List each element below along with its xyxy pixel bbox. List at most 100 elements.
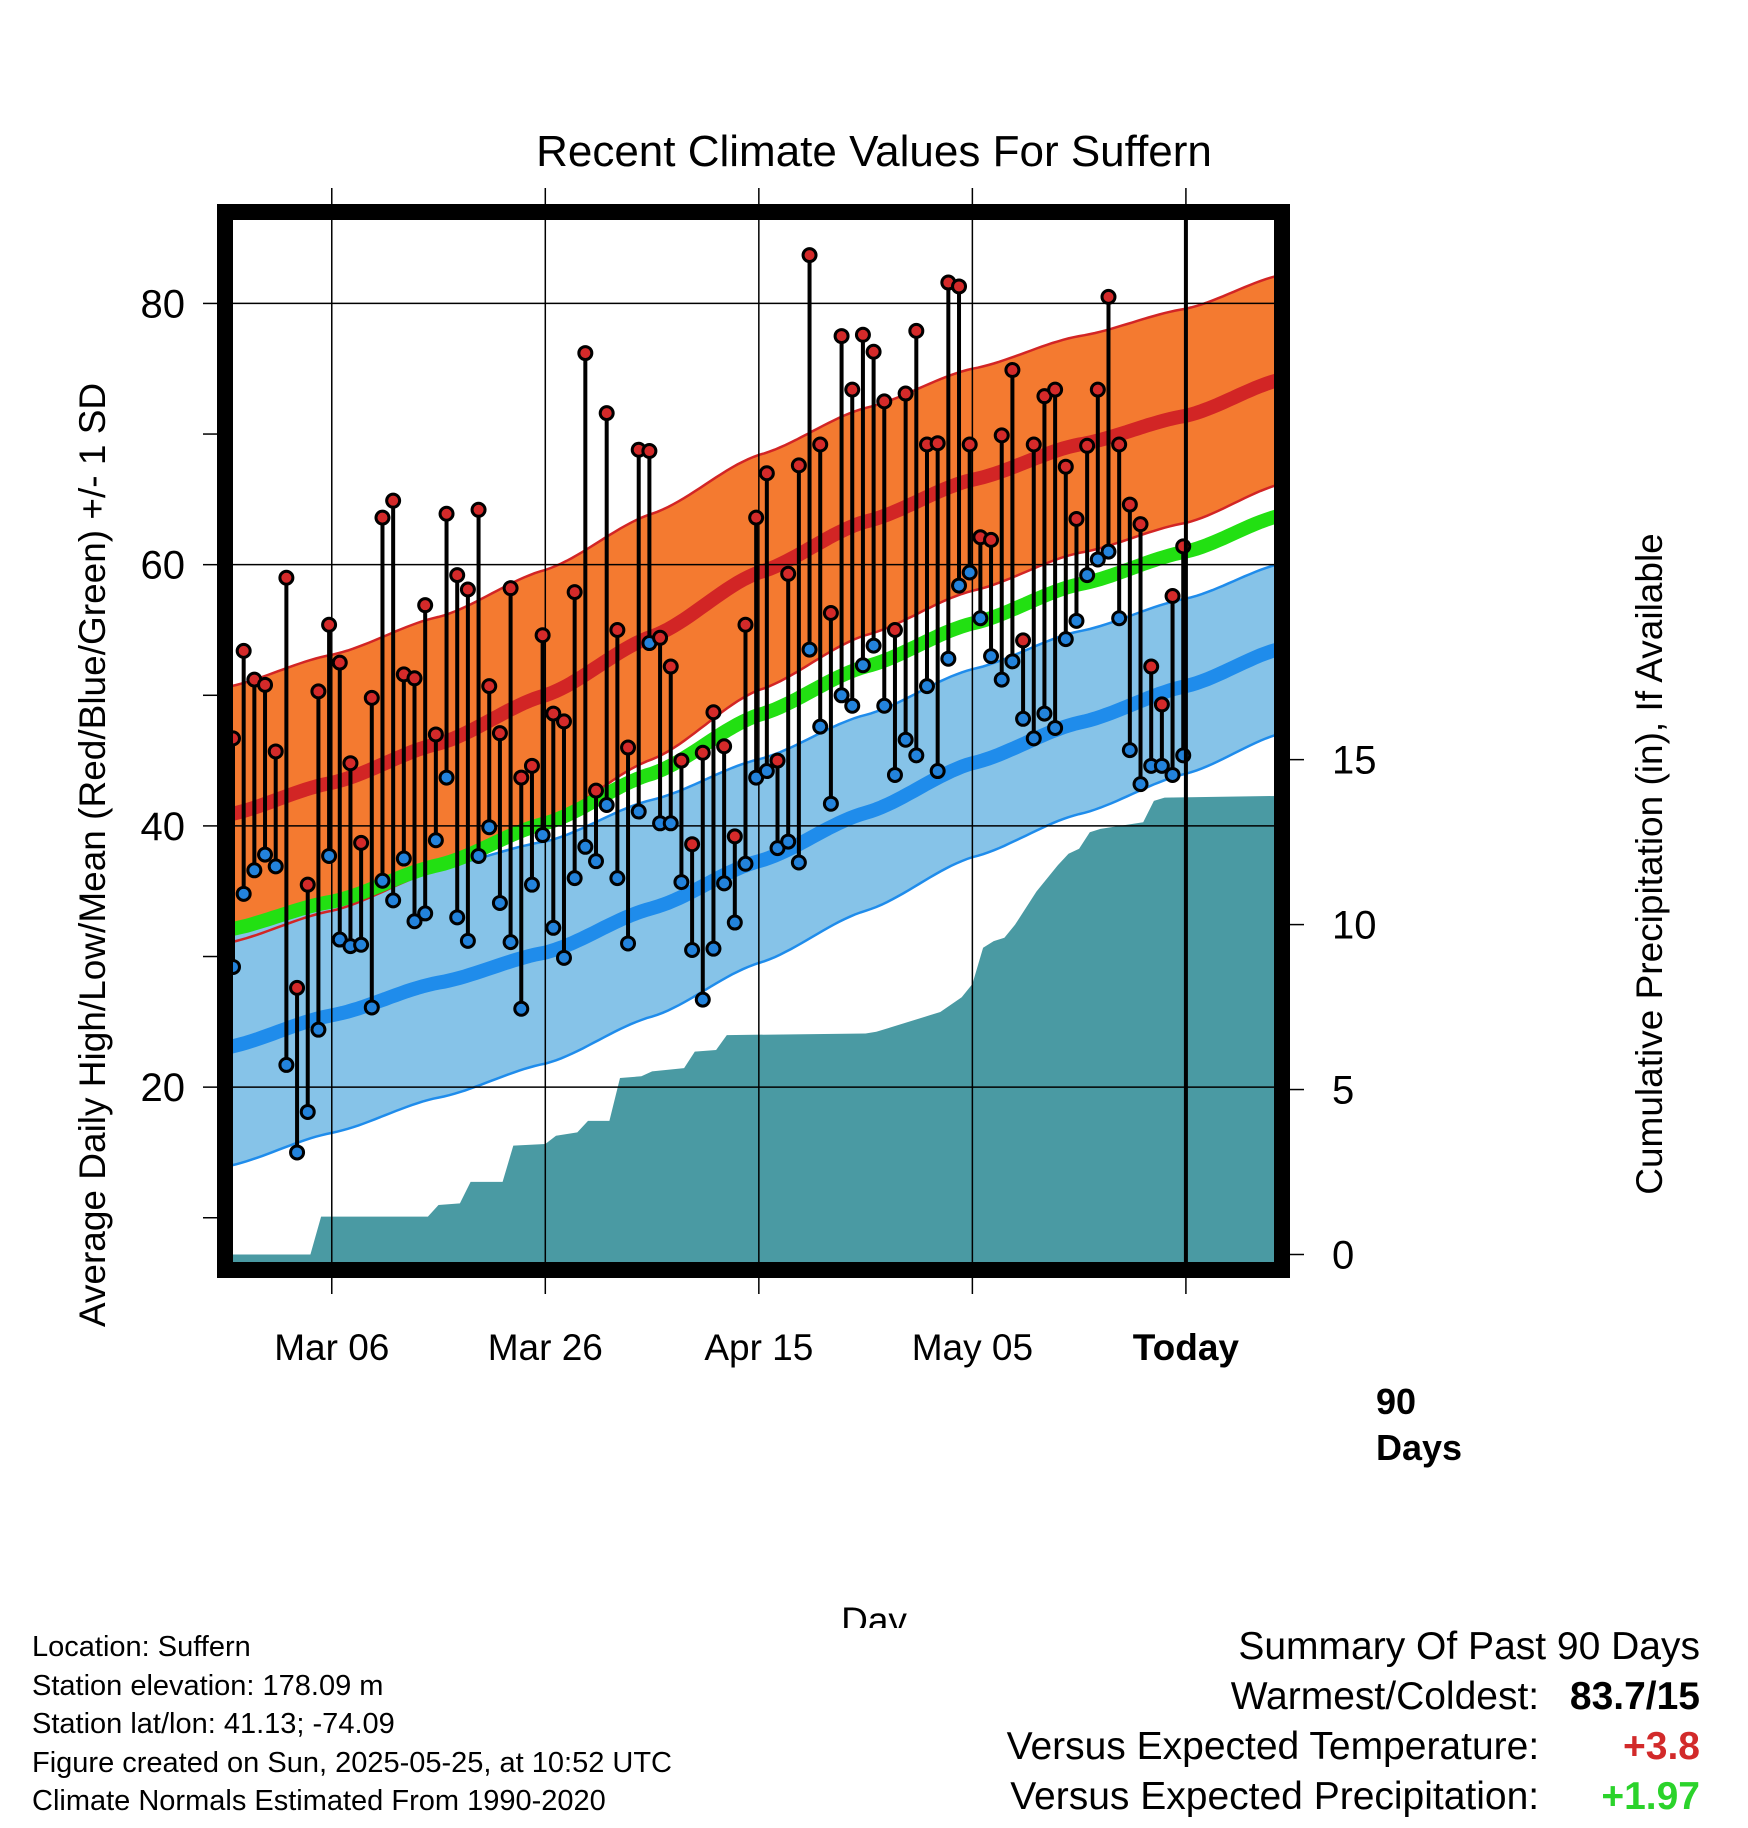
daily-high-point — [1079, 437, 1096, 454]
daily-high-point — [1164, 588, 1181, 605]
daily-low-point — [1089, 551, 1106, 568]
daily-low-point — [555, 949, 572, 966]
x-tick-label: Mar 26 — [488, 1327, 603, 1368]
daily-low-point — [876, 697, 893, 714]
daily-low-point — [491, 894, 508, 911]
daily-high-point — [886, 621, 903, 638]
x-tick-label: Apr 15 — [704, 1327, 813, 1368]
daily-high-point — [310, 683, 327, 700]
daily-high-point — [833, 328, 850, 345]
daily-high-point — [758, 465, 775, 482]
daily-high-point — [822, 604, 839, 621]
daily-low-point — [854, 657, 871, 674]
daily-low-point — [1036, 705, 1053, 722]
summary-precip-label: Versus Expected Precipitation: — [1010, 1775, 1540, 1818]
daily-high-point — [844, 381, 861, 398]
summary-title: Summary Of Past 90 Days — [1238, 1625, 1700, 1668]
daily-high-point — [908, 322, 925, 339]
daily-low-point — [822, 795, 839, 812]
daily-high-point — [566, 584, 583, 601]
daily-high-point — [363, 689, 380, 706]
y2-tick-label: 0 — [1332, 1233, 1354, 1277]
daily-high-point — [1153, 696, 1170, 713]
figure-created: Figure created on Sun, 2025-05-25, at 10… — [32, 1746, 672, 1779]
y2-axis-label: Cumulative Precipitation (in), If Availa… — [1629, 533, 1670, 1195]
daily-high-point — [1089, 381, 1106, 398]
y-tick-label: 40 — [141, 805, 186, 849]
daily-low-point — [1047, 719, 1064, 736]
daily-high-point — [374, 509, 391, 526]
daily-high-point — [726, 828, 743, 845]
daily-low-point — [662, 815, 679, 832]
climate-chart: Recent Climate Values For Suffern 20 40 60… — [72, 127, 1670, 1628]
station-location: Location: Suffern — [32, 1631, 251, 1663]
summary-extremes-label: Warmest/Coldest: — [1230, 1675, 1540, 1718]
daily-high-point — [993, 427, 1010, 444]
daily-high-point — [983, 531, 1000, 548]
daily-low-point — [267, 858, 284, 875]
y-axis-label: Average Daily High/Low/Mean (Red/Blue/Gr… — [72, 383, 113, 1327]
daily-high-point — [523, 757, 540, 774]
y2-tick-label: 15 — [1332, 739, 1377, 783]
daily-high-point — [502, 580, 519, 597]
daily-low-point — [620, 935, 637, 952]
daily-low-point — [1079, 567, 1096, 584]
daily-low-point — [1068, 612, 1085, 629]
daily-high-point — [588, 782, 605, 799]
daily-low-point — [406, 913, 423, 930]
x-axis-label: Day — [841, 1600, 907, 1628]
x-tick-label: Today — [1133, 1327, 1240, 1368]
daily-high-point — [812, 436, 829, 453]
daily-low-point — [523, 876, 540, 893]
daily-low-point — [780, 833, 797, 850]
x-tick-label: Mar 06 — [274, 1327, 389, 1368]
daily-low-point — [673, 874, 690, 891]
axes: 20 40 60 80 0 5 10 15 Mar 06 Mar 26 Apr 15 May 05 To… — [141, 188, 1377, 1368]
y2-tick-label: 5 — [1332, 1069, 1354, 1113]
daily-high-point — [620, 739, 637, 756]
chart-title: Recent Climate Values For Suffern — [536, 127, 1212, 176]
daily-high-point — [598, 405, 615, 422]
daily-low-point — [929, 763, 946, 780]
summary-precip-value: +1.97 — [1601, 1775, 1700, 1818]
daily-high-point — [385, 492, 402, 509]
daily-low-point — [737, 855, 754, 872]
daily-high-point — [267, 743, 284, 760]
daily-low-point — [310, 1021, 327, 1038]
daily-low-point — [993, 671, 1010, 688]
daily-high-point — [278, 569, 295, 586]
daily-high-point — [694, 744, 711, 761]
daily-low-point — [865, 637, 882, 654]
daily-high-point — [1132, 516, 1149, 533]
daily-low-point — [470, 847, 487, 864]
daily-low-point — [716, 875, 733, 892]
daily-low-point — [438, 769, 455, 786]
daily-low-point — [481, 819, 498, 836]
daily-low-point — [1004, 653, 1021, 670]
daily-high-point — [1068, 510, 1085, 527]
daily-high-point — [1143, 658, 1160, 675]
daily-high-point — [716, 738, 733, 755]
daily-low-point — [684, 941, 701, 958]
daily-low-point — [459, 932, 476, 949]
normal-low-mean-line — [225, 641, 1282, 1055]
daily-high-point — [449, 567, 466, 584]
daily-high-point — [406, 670, 423, 687]
summary-temp-value: +3.8 — [1623, 1725, 1700, 1768]
daily-high-point — [673, 752, 690, 769]
daily-low-point — [844, 697, 861, 714]
daily-high-point — [790, 457, 807, 474]
daily-high-point — [801, 247, 818, 264]
daily-low-point — [694, 991, 711, 1008]
daily-high-point — [1025, 436, 1042, 453]
daily-low-point — [513, 1000, 530, 1017]
daily-high-point — [929, 435, 946, 452]
plot-content — [225, 212, 1282, 1270]
daily-high-point — [470, 501, 487, 518]
normal-mean-line — [225, 508, 1282, 938]
daily-high-point — [662, 658, 679, 675]
daily-high-point — [865, 343, 882, 360]
daily-low-point — [758, 763, 775, 780]
daily-low-point — [812, 718, 829, 735]
daily-low-point — [534, 827, 551, 844]
